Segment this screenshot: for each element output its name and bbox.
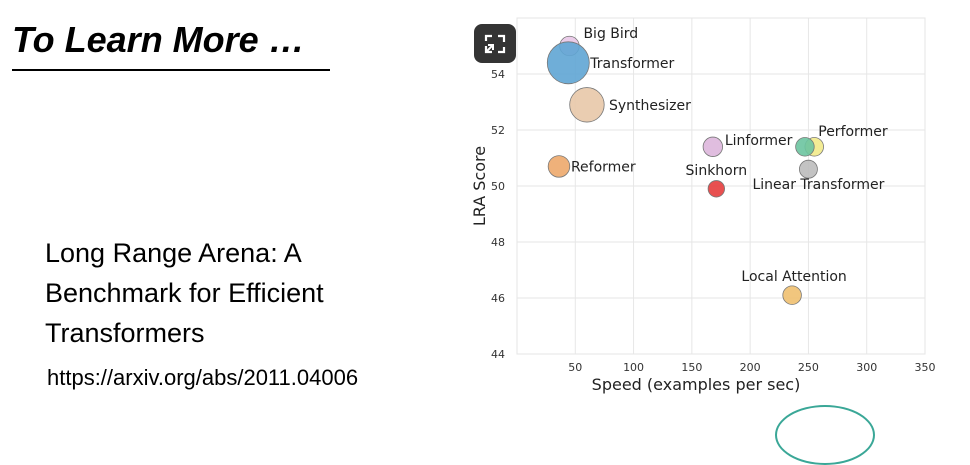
point-label: Reformer [571,159,636,175]
paper-title: Long Range Arena: A Benchmark for Effici… [45,233,425,353]
y-tick-label: 54 [491,68,505,81]
y-tick-label: 46 [491,292,505,305]
scatter-point [799,159,818,179]
x-axis-label: Speed (examples per sec) [592,375,801,394]
scatter-point [569,87,605,123]
x-tick-label: 150 [681,361,702,374]
scatter-point [702,136,723,157]
x-tick-label: 300 [856,361,877,374]
paper-title-line: Long Range Arena: A [45,238,302,268]
exit-fullscreen-icon [484,34,506,53]
x-tick-label: 100 [623,361,644,374]
slide-title: To Learn More … [12,19,305,60]
point-label: Big Bird [583,26,638,42]
y-tick-label: 50 [491,180,505,193]
point-label: Synthesizer [609,98,691,114]
y-axis-label: LRA Score [470,146,489,226]
x-tick-label: 350 [915,361,936,374]
y-tick-label: 44 [491,348,505,361]
scatter-point [782,285,802,305]
paper-title-line: Transformers [45,318,205,348]
lra-scatter-chart: 50 100 150 200 250 300 350 44 46 48 50 52 54 Speed (e… [470,17,936,394]
point-label: Performer [818,124,888,140]
title-underline [12,69,330,71]
scatter-point [547,155,571,178]
point-label: Transformer [589,56,674,72]
paper-url-link[interactable]: https://arxiv.org/abs/2011.04006 [47,365,359,390]
point-label: Linformer [725,133,793,149]
exit-fullscreen-button[interactable] [474,24,516,63]
point-label: Sinkhorn [686,163,748,179]
scatter-point [707,180,725,198]
paper-title-line: Benchmark for Efficient [45,278,324,308]
point-label: Local Attention [741,269,846,285]
scatter-point [795,137,815,157]
point-label: Linear Transformer [752,177,884,193]
y-tick-label: 48 [491,236,505,249]
scatter-point [546,41,590,85]
x-tick-label: 200 [740,361,761,374]
x-tick-label: 50 [568,361,582,374]
y-tick-label: 52 [491,124,505,137]
x-tick-label: 250 [798,361,819,374]
decorative-ring [775,405,875,465]
